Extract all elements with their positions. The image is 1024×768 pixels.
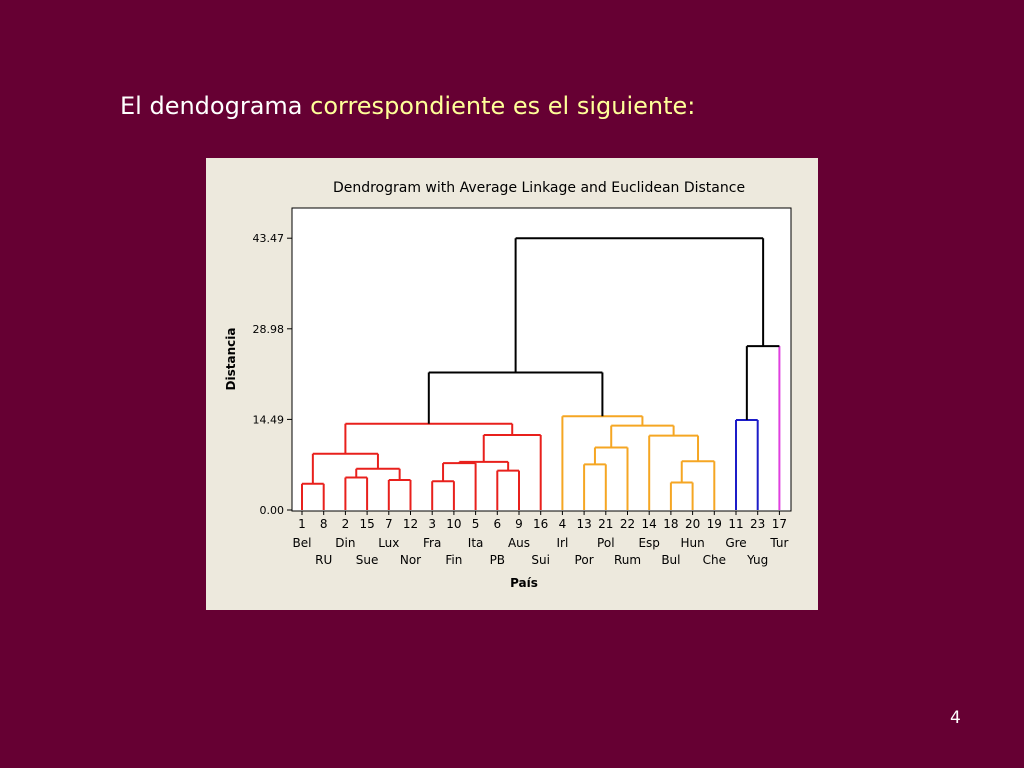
- leaf-name-label: Tur: [769, 536, 788, 550]
- leaf-id-label: 9: [515, 517, 523, 531]
- title-part-2: dendograma: [149, 92, 303, 120]
- leaf-id-label: 7: [385, 517, 393, 531]
- y-axis: 0.00 14.49 28.98 43.47: [253, 232, 292, 517]
- leaf-id-label: 15: [359, 517, 374, 531]
- title-part-1: El: [120, 92, 150, 120]
- leaf-name-label: Ita: [468, 536, 484, 550]
- leaf-name-label: Din: [335, 536, 355, 550]
- leaf-name-label: Fin: [445, 553, 462, 567]
- leaf-name-label: Yug: [746, 553, 768, 567]
- dendrogram-chart: Dendrogram with Average Linkage and Eucl…: [224, 180, 792, 590]
- leaf-name-label: Nor: [400, 553, 421, 567]
- chart-title: Dendrogram with Average Linkage and Eucl…: [333, 180, 745, 196]
- leaf-id-label: 23: [750, 517, 765, 531]
- leaf-id-label: 19: [707, 517, 722, 531]
- leaf-name-label: Aus: [508, 536, 530, 550]
- leaf-id-label: 22: [620, 517, 635, 531]
- y-tick-label: 0.00: [260, 504, 285, 517]
- page-number: 4: [950, 708, 961, 728]
- x-axis-label: País: [510, 576, 538, 590]
- leaf-id-label: 17: [772, 517, 787, 531]
- leaf-id-label: 21: [598, 517, 613, 531]
- leaf-name-label: Esp: [638, 536, 659, 550]
- chart-panel: Dendrogram with Average Linkage and Eucl…: [206, 158, 818, 610]
- dendrogram-links: [301, 237, 781, 510]
- x-axis: 1 Bel 8 RU 2 Din 15 Sue 7 Lux 12 Nor 3 Fra 10 Fin 5 Ita 6 P…: [293, 511, 788, 567]
- leaf-id-label: 1: [298, 517, 306, 531]
- leaf-name-label: Che: [703, 553, 726, 567]
- leaf-name-label: Rum: [614, 553, 641, 567]
- leaf-name-label: Lux: [378, 536, 399, 550]
- leaf-name-label: Bul: [661, 553, 680, 567]
- leaf-name-label: Bel: [293, 536, 312, 550]
- leaf-id-label: 4: [559, 517, 567, 531]
- leaf-id-label: 18: [663, 517, 678, 531]
- leaf-name-label: Fra: [423, 536, 441, 550]
- leaf-name-label: Gre: [725, 536, 746, 550]
- leaf-name-label: Por: [575, 553, 594, 567]
- y-tick-label: 14.49: [253, 413, 285, 426]
- leaf-id-label: 11: [728, 517, 743, 531]
- leaf-id-label: 3: [428, 517, 436, 531]
- leaf-name-label: PB: [490, 553, 505, 567]
- leaf-id-label: 13: [576, 517, 591, 531]
- y-axis-label: Distancia: [224, 328, 238, 391]
- leaf-name-label: Hun: [680, 536, 704, 550]
- leaf-id-label: 14: [642, 517, 657, 531]
- leaf-id-label: 10: [446, 517, 461, 531]
- leaf-id-label: 5: [472, 517, 480, 531]
- leaf-id-label: 20: [685, 517, 700, 531]
- leaf-name-label: Irl: [556, 536, 568, 550]
- leaf-name-label: Sue: [356, 553, 379, 567]
- leaf-id-label: 12: [403, 517, 418, 531]
- leaf-id-label: 8: [320, 517, 328, 531]
- y-tick-label: 28.98: [253, 323, 285, 336]
- leaf-id-label: 6: [493, 517, 501, 531]
- leaf-id-label: 16: [533, 517, 548, 531]
- title-part-3: correspondiente es el siguiente:: [302, 92, 696, 120]
- leaf-name-label: Sui: [531, 553, 550, 567]
- leaf-name-label: Pol: [597, 536, 614, 550]
- y-tick-label: 43.47: [253, 232, 285, 245]
- leaf-name-label: RU: [315, 553, 332, 567]
- leaf-id-label: 2: [342, 517, 350, 531]
- slide-title: El dendograma correspondiente es el sigu…: [120, 92, 695, 120]
